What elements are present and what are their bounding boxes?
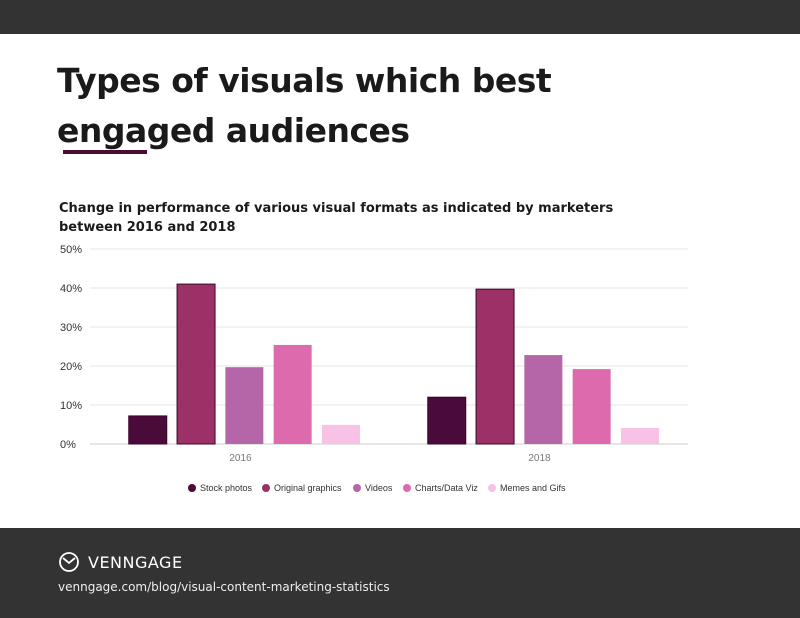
bar-stock-photos	[427, 396, 467, 445]
x-tick-label: 2016	[229, 453, 252, 464]
y-tick-label: 10%	[60, 400, 82, 412]
bar-original-graphics	[475, 288, 515, 445]
page-title: Types of visuals which best engaged audi…	[57, 56, 552, 156]
footer	[0, 528, 800, 618]
legend-label: Charts/Data Viz	[415, 483, 478, 493]
venngage-logo-icon	[59, 552, 79, 572]
chart-title: Change in performance of various visual …	[59, 201, 614, 235]
title-line-1: Types of visuals which best	[57, 61, 552, 100]
bar-original-graphics	[176, 283, 216, 445]
y-tick-label: 20%	[60, 361, 82, 373]
legend-swatch	[262, 484, 270, 492]
bar-charts-data-viz	[273, 344, 312, 444]
bar-stock-photos	[128, 415, 168, 445]
legend-swatch	[188, 484, 196, 492]
legend-label: Stock photos	[200, 483, 253, 493]
brand-name: VENNGAGE	[88, 552, 183, 572]
title-underline	[63, 150, 147, 154]
legend-swatch	[488, 484, 496, 492]
y-tick-label: 0%	[60, 439, 76, 451]
legend-label: Videos	[365, 483, 393, 493]
title-line-2: engaged audiences	[57, 111, 410, 150]
bar-videos	[524, 355, 563, 444]
legend-label: Memes and Gifs	[500, 483, 566, 493]
y-tick-label: 40%	[60, 283, 82, 295]
bar-videos	[225, 367, 264, 444]
source-url[interactable]: venngage.com/blog/visual-content-marketi…	[58, 580, 390, 594]
legend-label: Original graphics	[274, 483, 342, 493]
top-bar	[0, 0, 800, 34]
x-tick-label: 2018	[528, 453, 551, 464]
bar-chart: 0% 10% 20% 30% 40% 50% 2016 2018 Stock photos Ori…	[60, 244, 688, 493]
legend-swatch	[353, 484, 361, 492]
brand-logo: VENNGAGE	[58, 551, 183, 573]
bar-memes-and-gifs	[321, 424, 360, 444]
y-tick-label: 30%	[60, 322, 82, 334]
bar-memes-and-gifs	[620, 428, 659, 444]
y-tick-label: 50%	[60, 244, 82, 256]
bar-charts-data-viz	[572, 369, 611, 444]
legend-swatch	[403, 484, 411, 492]
